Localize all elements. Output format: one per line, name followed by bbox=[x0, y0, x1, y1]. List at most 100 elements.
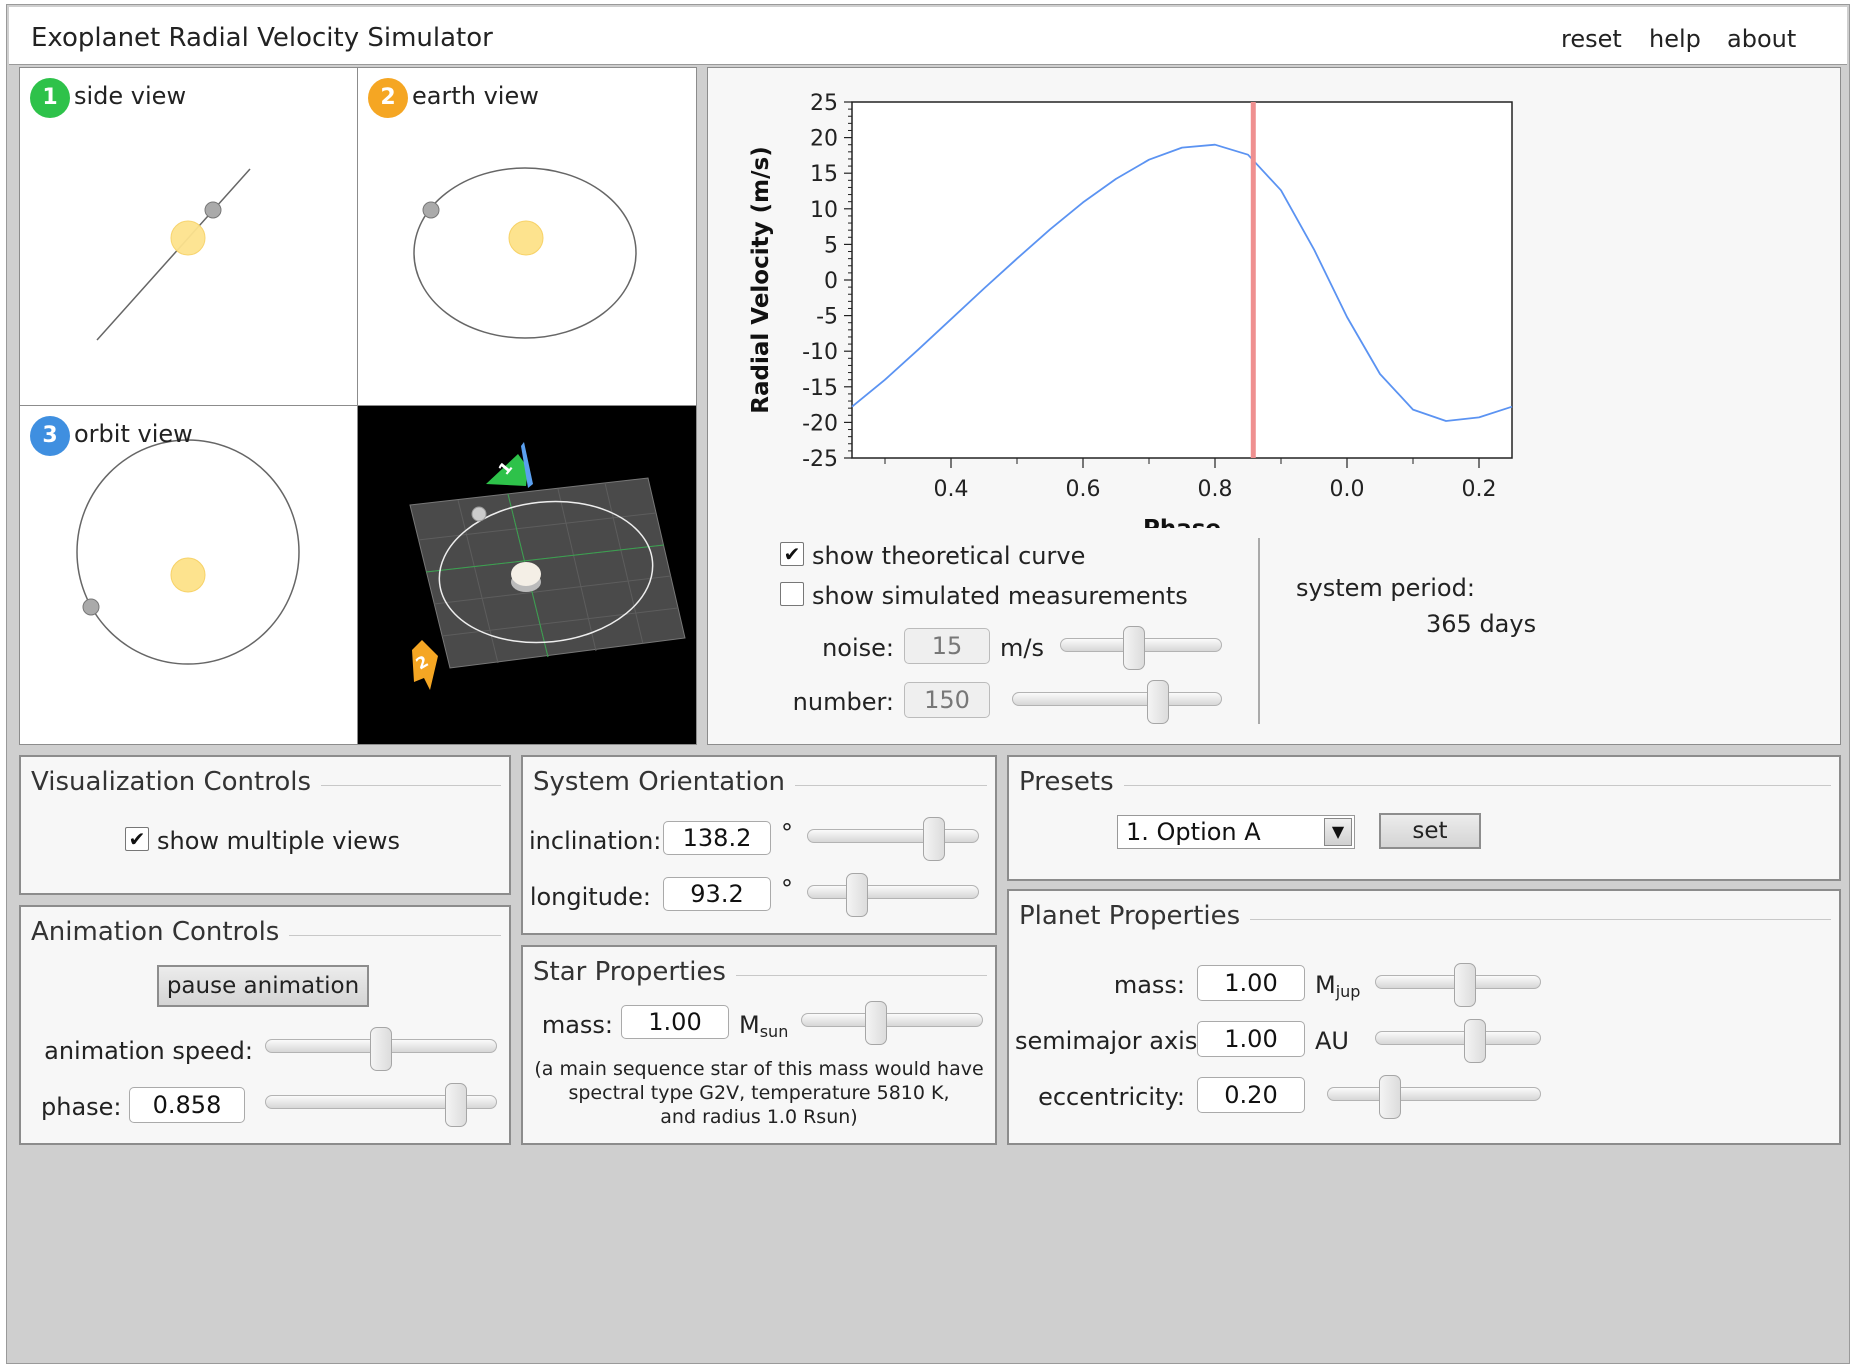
side-view-badge: 1 bbox=[30, 78, 70, 118]
longitude-label: longitude: bbox=[529, 883, 651, 911]
eccentricity-slider[interactable] bbox=[1327, 1075, 1541, 1119]
side-view-canvas bbox=[96, 168, 251, 341]
noise-field[interactable]: 15 bbox=[904, 628, 990, 664]
show-theoretical-label: show theoretical curve bbox=[812, 542, 1086, 570]
star-mass-unit: Msun bbox=[739, 1011, 789, 1041]
semimajor-axis-field[interactable]: 1.00 bbox=[1197, 1021, 1305, 1057]
longitude-slider-thumb[interactable] bbox=[846, 873, 868, 917]
radial-velocity-chart[interactable]: 25 20 15 10 5 0 -5 -10 -15 -20 -25 0.4 0.6 0.8 0.0 0.2 P… bbox=[708, 68, 1842, 528]
planet-mass-slider[interactable] bbox=[1375, 963, 1541, 1007]
animation-controls-title: Animation Controls bbox=[31, 917, 290, 947]
inclination-slider-thumb[interactable] bbox=[923, 817, 945, 861]
system-period-label: system period: bbox=[1296, 574, 1475, 602]
help-link[interactable]: help bbox=[1649, 25, 1701, 53]
semimajor-axis-label: semimajor axis: bbox=[1015, 1027, 1206, 1055]
planet-mass-label: mass: bbox=[1113, 971, 1185, 999]
theoretical-curve bbox=[851, 143, 1513, 422]
earth-view[interactable]: 2 earth view bbox=[357, 67, 697, 406]
planet-icon bbox=[82, 598, 100, 616]
phase-field[interactable]: 0.858 bbox=[129, 1087, 245, 1123]
x-tick-label: 0.6 bbox=[1066, 477, 1101, 502]
animation-speed-slider[interactable] bbox=[265, 1027, 497, 1071]
y-tick-label: 10 bbox=[810, 198, 838, 223]
planet-mass-field[interactable]: 1.00 bbox=[1197, 965, 1305, 1001]
star-mass-field[interactable]: 1.00 bbox=[621, 1005, 729, 1039]
show-simulated-checkbox[interactable] bbox=[780, 582, 804, 606]
chevron-down-icon[interactable]: ▼ bbox=[1324, 818, 1352, 846]
earth-orbit-ellipse bbox=[413, 167, 637, 339]
x-axis-label: Phase bbox=[1143, 516, 1221, 528]
y-tick-label: 5 bbox=[824, 233, 838, 258]
orbit-view-canvas bbox=[76, 439, 300, 665]
inclination-slider[interactable] bbox=[807, 817, 979, 861]
x-tick-label: 0.4 bbox=[934, 477, 969, 502]
pause-animation-button[interactable]: pause animation bbox=[157, 965, 369, 1007]
planet-properties-title: Planet Properties bbox=[1019, 901, 1251, 931]
star-mass-slider[interactable] bbox=[801, 1001, 983, 1045]
presets-select[interactable]: 1. Option A ▼ bbox=[1117, 815, 1355, 849]
eccentricity-field[interactable]: 0.20 bbox=[1197, 1077, 1305, 1113]
presets-panel: Presets 1. Option A ▼ set bbox=[1007, 755, 1841, 881]
star-mass-label: mass: bbox=[541, 1011, 613, 1039]
earth-view-canvas bbox=[413, 167, 637, 339]
semimajor-axis-unit: AU bbox=[1315, 1027, 1349, 1055]
3d-orbit-scene-icon: 1 2 bbox=[409, 442, 686, 690]
y-tick-label: -10 bbox=[802, 340, 838, 365]
eccentricity-slider-thumb[interactable] bbox=[1379, 1075, 1401, 1119]
y-tick-label: 15 bbox=[810, 162, 838, 187]
3d-orbit-ellipse bbox=[438, 500, 654, 644]
number-label: number: bbox=[792, 688, 894, 716]
show-multiple-views-checkbox[interactable]: ✔ bbox=[125, 827, 149, 851]
animation-speed-thumb[interactable] bbox=[370, 1027, 392, 1071]
y-axis-label: Radial Velocity (m/s) bbox=[748, 146, 774, 413]
planet-icon bbox=[422, 201, 440, 219]
number-slider[interactable] bbox=[1012, 680, 1222, 724]
longitude-field[interactable]: 93.2 bbox=[663, 877, 771, 911]
presets-title: Presets bbox=[1019, 767, 1124, 797]
number-field[interactable]: 150 bbox=[904, 682, 990, 718]
semimajor-axis-slider[interactable] bbox=[1375, 1019, 1541, 1063]
3d-view[interactable]: 1 2 bbox=[357, 405, 697, 745]
phase-slider-thumb[interactable] bbox=[445, 1083, 467, 1127]
system-orientation-title: System Orientation bbox=[533, 767, 796, 797]
orbit-view-badge: 3 bbox=[30, 416, 70, 456]
orbit-view[interactable]: 3 orbit view bbox=[19, 405, 358, 745]
side-view[interactable]: 1 side view bbox=[19, 67, 358, 406]
earth-view-badge: 2 bbox=[368, 78, 408, 118]
side-orbit-line bbox=[96, 168, 251, 341]
planet-mass-unit: Mjup bbox=[1315, 971, 1361, 1001]
side-view-label: side view bbox=[74, 82, 187, 110]
y-tick-label: -25 bbox=[802, 447, 838, 472]
number-slider-thumb[interactable] bbox=[1147, 680, 1169, 724]
show-theoretical-checkbox[interactable]: ✔ bbox=[780, 542, 804, 566]
preset-set-button[interactable]: set bbox=[1379, 813, 1481, 849]
orbit-view-label: orbit view bbox=[74, 420, 193, 448]
show-multiple-views-label: show multiple views bbox=[157, 827, 401, 855]
about-link[interactable]: about bbox=[1727, 25, 1797, 53]
phase-slider[interactable] bbox=[265, 1083, 497, 1127]
y-tick-label: 0 bbox=[824, 269, 838, 294]
x-tick-label: 0.0 bbox=[1330, 477, 1365, 502]
orbit-circle bbox=[76, 439, 300, 665]
visualization-controls-title: Visualization Controls bbox=[31, 767, 322, 797]
y-tick-label: -20 bbox=[802, 411, 838, 436]
y-tick-label: -15 bbox=[802, 376, 838, 401]
3d-star-icon bbox=[511, 562, 541, 586]
noise-slider-thumb[interactable] bbox=[1123, 626, 1145, 670]
app-title: Exoplanet Radial Velocity Simulator bbox=[31, 23, 493, 53]
star-mass-slider-thumb[interactable] bbox=[865, 1001, 887, 1045]
plot-area bbox=[851, 101, 1513, 459]
longitude-slider[interactable] bbox=[807, 873, 979, 917]
y-tick-label: -5 bbox=[816, 305, 838, 330]
semimajor-axis-slider-thumb[interactable] bbox=[1464, 1019, 1486, 1063]
planet-mass-slider-thumb[interactable] bbox=[1454, 963, 1476, 1007]
inclination-field[interactable]: 138.2 bbox=[663, 821, 771, 855]
animation-speed-label: animation speed: bbox=[44, 1037, 253, 1065]
eccentricity-label: eccentricity: bbox=[1038, 1083, 1185, 1111]
star-properties-panel: Star Properties mass: 1.00 Msun (a main … bbox=[521, 945, 997, 1145]
longitude-degree: ° bbox=[781, 875, 793, 903]
earth-view-label: earth view bbox=[412, 82, 539, 110]
noise-slider[interactable] bbox=[1060, 626, 1222, 670]
reset-link[interactable]: reset bbox=[1561, 25, 1622, 53]
app-window: Exoplanet Radial Velocity Simulator rese… bbox=[6, 4, 1850, 1364]
